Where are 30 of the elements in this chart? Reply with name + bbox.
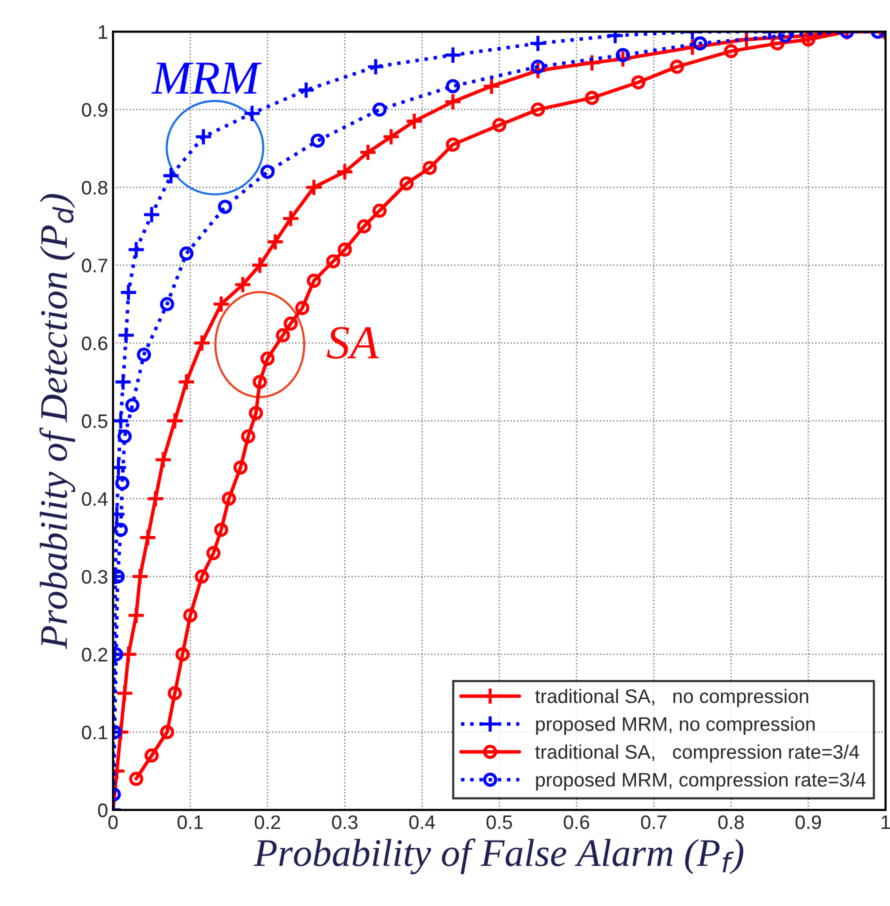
x-axis-title: Probability of False Alarm (P$_{f}$): [254, 838, 744, 874]
y-tick-label: 0.1: [82, 726, 108, 740]
x-tick-label: 1: [882, 816, 890, 829]
x-tick-label: 0.2: [254, 815, 280, 830]
x-tick-label: 0.3: [332, 815, 358, 830]
y-tick-label: 0.9: [82, 103, 108, 117]
x-tick-label: 0.7: [641, 815, 666, 830]
y-tick-label: 0.7: [82, 258, 108, 272]
legend-label: traditional SA, no compression: [535, 688, 808, 707]
y-tick-label: 0.6: [82, 336, 108, 350]
y-tick-label: 1: [98, 25, 108, 39]
x-tick-label: 0.9: [796, 815, 821, 830]
annotation: MRM: [151, 62, 262, 94]
y-tick-label: 0.5: [82, 414, 108, 428]
x-tick-label: 0: [108, 815, 118, 830]
legend-label: traditional SA, compression rate=3/4: [535, 744, 860, 763]
y-tick-label: 0: [98, 803, 108, 818]
x-tick-label: 0.5: [486, 815, 512, 830]
x-tick-label: 0.1: [178, 815, 203, 830]
y-tick-label: 0.2: [82, 648, 108, 662]
y-tick-label: 0.3: [82, 570, 108, 584]
x-tick-label: 0.8: [718, 815, 744, 830]
legend-label: proposed MRM, compression rate=3/4: [536, 772, 866, 791]
annotation: SA: [326, 326, 379, 359]
x-tick-label: 0.4: [409, 815, 435, 830]
y-tick-label: 0.4: [82, 492, 108, 506]
legend-label: proposed MRM, no compression: [536, 716, 815, 735]
x-tick-label: 0.6: [564, 815, 590, 830]
y-tick-label: 0.8: [82, 180, 108, 195]
y-axis-title: Probability of Detection (P$_{d}$): [39, 194, 76, 650]
